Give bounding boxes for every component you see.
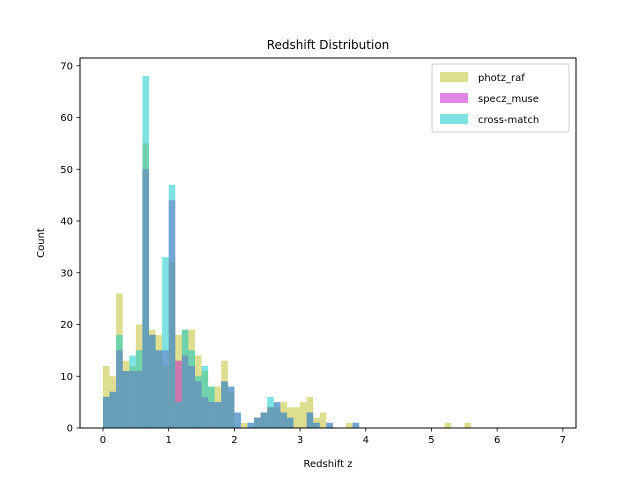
bar-cross-match-23 <box>260 412 268 428</box>
bar-photz_raf-30 <box>313 417 320 428</box>
bar-cross-match-2 <box>116 334 123 428</box>
y-tick-label: 0 <box>67 424 73 435</box>
legend-swatch-specz_muse <box>440 93 468 103</box>
bar-cross-match-29 <box>313 422 320 428</box>
bar-cross-match-10 <box>168 184 176 428</box>
bar-cross-match-25 <box>273 402 281 428</box>
bar-cross-match-6 <box>142 76 149 429</box>
bar-cross-match-12 <box>181 329 189 428</box>
y-tick-label: 10 <box>60 372 73 383</box>
legend-label-cross-match: cross-match <box>478 115 539 126</box>
bar-cross-match-21 <box>247 422 255 428</box>
bar-cross-match-17 <box>214 402 222 428</box>
bar-cross-match-11 <box>175 402 182 428</box>
bar-photz_raf-34 <box>464 422 471 428</box>
bar-cross-match-27 <box>286 417 294 428</box>
bar-cross-match-28 <box>306 412 314 428</box>
bar-cross-match-24 <box>267 396 274 428</box>
bar-cross-match-16 <box>208 386 215 428</box>
y-tick-label: 30 <box>60 268 73 279</box>
x-tick-label: 7 <box>560 435 566 446</box>
legend-label-specz_muse: specz_muse <box>478 94 539 105</box>
x-axis-ticks: 0 1 2 3 4 5 6 7 <box>100 428 566 446</box>
legend-label-photz_raf: photz_raf <box>478 73 525 84</box>
chart-title: Redshift Distribution <box>267 38 390 52</box>
legend-swatch-cross-match <box>440 114 468 124</box>
bar-cross-match-8 <box>155 350 163 428</box>
bar-photz_raf-29 <box>306 396 314 428</box>
x-tick-label: 3 <box>297 435 303 446</box>
bar-cross-match-22 <box>254 417 261 428</box>
bar-cross-match-13 <box>188 350 195 428</box>
bar-cross-match-19 <box>227 386 235 428</box>
bar-cross-match-14 <box>194 376 202 428</box>
bar-cross-match-26 <box>280 412 287 428</box>
legend-swatch-photz_raf <box>440 72 468 82</box>
x-tick-label: 5 <box>428 435 434 446</box>
x-axis-label: Redshift z <box>303 459 352 470</box>
y-tick-label: 60 <box>60 113 73 124</box>
bar-cross-match-18 <box>221 381 228 428</box>
bar-cross-match-7 <box>148 334 156 428</box>
legend: photz_raf specz_muse cross-match <box>431 63 570 133</box>
plot-frame <box>79 57 577 429</box>
bar-cross-match-3 <box>122 371 130 428</box>
bar-photz_raf-31 <box>319 412 327 428</box>
bar-photz_raf-33 <box>444 422 452 428</box>
y-axis-ticks: 0 10 20 30 40 50 60 70 <box>60 61 80 435</box>
bar-photz_raf-27 <box>293 407 301 428</box>
x-tick-label: 0 <box>100 435 106 446</box>
bar-specz_muse-11 <box>175 360 182 428</box>
bar-cross-match-15 <box>201 365 209 428</box>
x-tick-label: 4 <box>363 435 369 446</box>
y-tick-label: 70 <box>60 61 73 72</box>
bar-cross-match-5 <box>135 350 143 428</box>
x-tick-label: 2 <box>231 435 237 446</box>
y-tick-label: 40 <box>60 217 73 228</box>
bar-cross-match-0 <box>102 396 110 428</box>
bar-photz_raf-20 <box>240 422 248 428</box>
bar-cross-match-9 <box>162 257 169 428</box>
bar-cross-match-20 <box>234 412 241 428</box>
bar-cross-match-4 <box>129 355 136 428</box>
bar-cross-match-30 <box>326 422 333 428</box>
bar-photz_raf-32 <box>346 422 353 428</box>
bar-cross-match-1 <box>109 391 117 428</box>
x-tick-label: 1 <box>166 435 172 446</box>
y-axis-label: Count <box>36 228 47 258</box>
bars-group <box>102 76 471 429</box>
x-tick-label: 6 <box>494 435 500 446</box>
bar-cross-match-31 <box>352 422 360 428</box>
bar-photz_raf-28 <box>300 402 307 428</box>
y-tick-label: 20 <box>60 320 73 331</box>
y-tick-label: 50 <box>60 165 73 176</box>
